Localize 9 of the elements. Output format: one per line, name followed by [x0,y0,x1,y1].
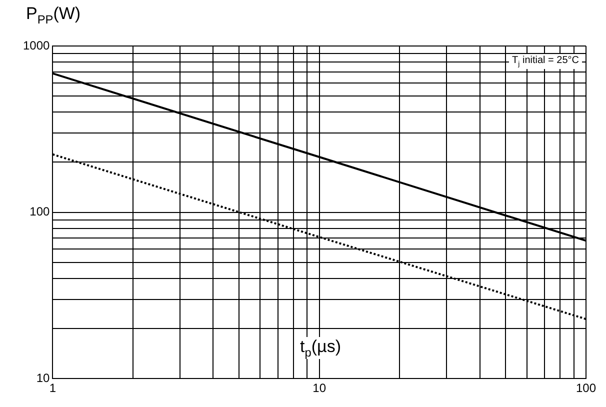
x-tick-label: 100 [576,381,596,396]
x-axis-title: t$_{p}$(µs) [300,337,341,360]
y-tick-label: 1000 [22,38,50,52]
y-tick-label: 100 [30,204,50,219]
x-tick-label: 1 [49,381,56,396]
annotation: T$_{j}$ initial = 25°C [509,54,582,69]
y-tick-label: 10 [36,370,50,385]
y-axis-title: P$_{PP}$(W) [26,4,81,26]
x-tick-label: 10 [312,381,326,396]
